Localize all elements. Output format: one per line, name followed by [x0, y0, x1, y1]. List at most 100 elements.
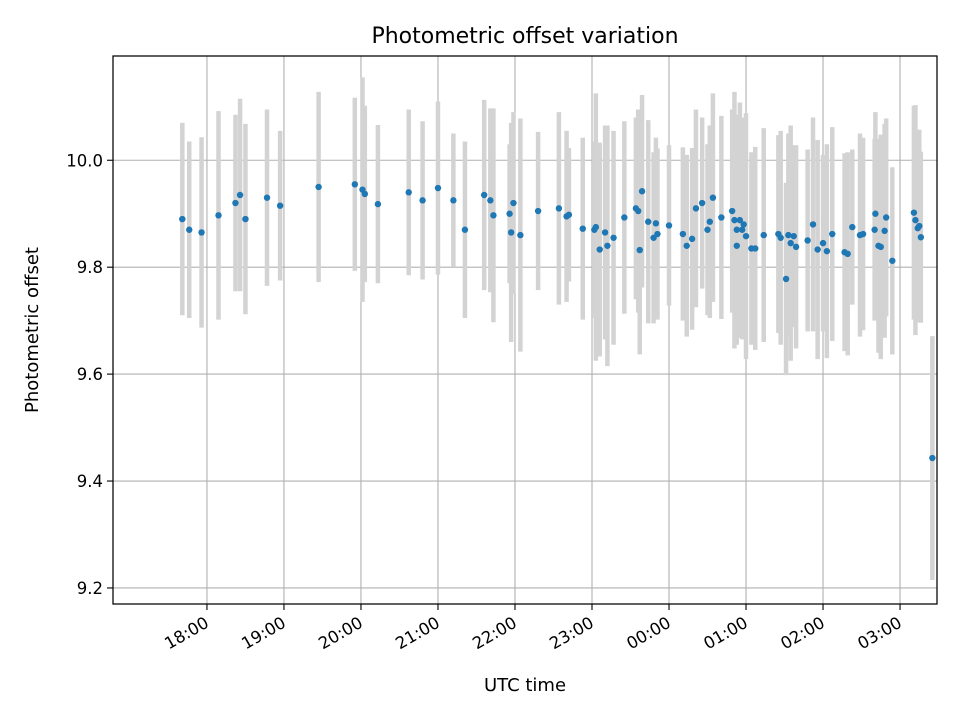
x-tick-label: 23:00 [546, 613, 597, 653]
data-point [910, 209, 918, 216]
data-points [179, 181, 936, 462]
data-point [718, 214, 725, 221]
data-point [698, 199, 706, 207]
y-tick-label: 9.2 [77, 579, 103, 598]
data-point [882, 214, 890, 221]
data-point [276, 202, 284, 209]
data-point [461, 226, 469, 233]
data-point [517, 231, 524, 239]
data-point [760, 231, 767, 239]
data-point [242, 215, 249, 223]
data-point [351, 181, 359, 188]
error-bars [180, 77, 935, 580]
y-tick-label: 10.0 [66, 151, 103, 170]
x-tick-label: 19:00 [238, 613, 289, 653]
data-point [704, 226, 711, 233]
data-point [733, 242, 740, 249]
data-point [507, 229, 515, 236]
data-point [849, 223, 856, 231]
data-point [405, 189, 412, 196]
data-point [916, 222, 923, 230]
data-point [736, 216, 744, 224]
data-point [792, 243, 800, 251]
data-point [232, 199, 239, 207]
data-point [506, 210, 513, 217]
data-point [601, 229, 609, 236]
data-point [692, 205, 700, 212]
data-point [645, 218, 652, 225]
grid-lines [113, 56, 937, 604]
data-point [738, 226, 746, 233]
data-point [510, 199, 517, 207]
data-point [709, 194, 717, 201]
x-tick-label: 20:00 [315, 613, 366, 653]
data-point [361, 190, 369, 198]
data-point [728, 207, 736, 215]
data-point [419, 197, 426, 204]
x-tick-label: 21:00 [392, 613, 443, 653]
data-point [912, 216, 919, 224]
data-point [787, 239, 794, 247]
data-point [871, 226, 878, 233]
data-point [785, 231, 792, 239]
data-point [688, 235, 696, 243]
data-point [881, 227, 888, 235]
data-point [814, 246, 821, 253]
data-point [917, 234, 925, 241]
data-point [263, 194, 271, 201]
data-point [186, 226, 193, 233]
x-tick-label: 00:00 [623, 613, 674, 653]
data-point [733, 226, 740, 233]
data-point [683, 242, 690, 249]
data-point [804, 237, 811, 244]
data-point [579, 225, 586, 232]
data-point [777, 234, 784, 241]
data-point [665, 222, 673, 229]
y-axis-ticks: 9.2 9.4 9.6 9.8 10.0 [66, 151, 113, 598]
data-point [782, 275, 790, 283]
x-tick-label: 01:00 [700, 613, 751, 653]
data-point [889, 257, 896, 264]
y-tick-label: 9.8 [77, 258, 103, 277]
y-tick-label: 9.6 [77, 365, 103, 384]
data-point [752, 245, 759, 252]
data-point [929, 454, 936, 462]
data-point [859, 230, 867, 238]
data-point [742, 232, 750, 240]
data-point [480, 191, 488, 199]
x-axis-label: UTC time [484, 675, 566, 696]
data-point [706, 218, 714, 225]
x-tick-label: 18:00 [161, 613, 212, 653]
data-point [179, 215, 186, 223]
plot-frame [112, 55, 938, 605]
data-point [823, 247, 831, 255]
data-point [731, 216, 738, 224]
data-point [877, 243, 884, 251]
x-tick-label: 22:00 [469, 613, 520, 653]
data-point [315, 183, 322, 191]
y-axis-label: Photometric offset [22, 247, 43, 413]
data-point [434, 184, 442, 192]
y-tick-label: 9.4 [77, 472, 103, 491]
data-point [534, 207, 542, 215]
data-point [844, 250, 851, 258]
data-point [740, 221, 747, 228]
data-point [236, 191, 244, 199]
data-point [679, 230, 687, 238]
data-point [635, 207, 642, 215]
data-point [565, 211, 573, 218]
data-point [621, 214, 628, 221]
data-point [638, 188, 646, 195]
data-point [654, 230, 661, 238]
data-point [198, 229, 205, 236]
data-point [819, 239, 827, 247]
data-point [872, 210, 879, 217]
x-axis-ticks: 18:00 19:00 20:00 21:00 22:00 23:00 00:00 01:00… [161, 604, 905, 653]
data-point [592, 223, 600, 231]
data-point [636, 246, 643, 254]
data-point [215, 212, 222, 219]
data-point [790, 232, 797, 240]
data-point [555, 205, 563, 212]
data-point [809, 221, 817, 228]
